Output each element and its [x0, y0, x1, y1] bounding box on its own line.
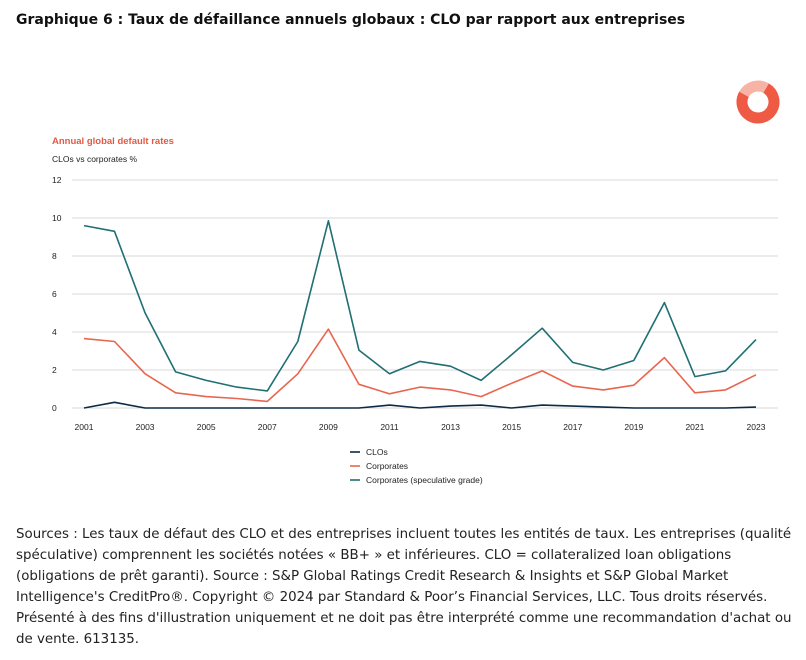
- legend-label: CLOs: [366, 447, 388, 457]
- y-tick-label: 6: [52, 289, 57, 299]
- x-tick-label: 2005: [197, 422, 216, 432]
- x-tick-label: 2001: [75, 422, 94, 432]
- legend-label: Corporates (speculative grade): [366, 475, 483, 485]
- y-axis-label: CLOs vs corporates %: [52, 154, 137, 164]
- y-tick-label: 4: [52, 327, 57, 337]
- page-title: Graphique 6 : Taux de défaillance annuel…: [16, 12, 686, 28]
- gridlines: [72, 179, 778, 409]
- x-tick-label: 2003: [136, 422, 155, 432]
- series-line-clos: [83, 401, 757, 409]
- source-footnote: Sources : Les taux de défaut des CLO et …: [16, 527, 792, 647]
- y-tick-label: 8: [52, 251, 57, 261]
- y-tick-labels: 12 10 8 6 4 2 0: [52, 175, 62, 413]
- x-tick-labels: 2001 2003 2005 2007 2009 2011 2013 2015 2017 2019…: [75, 422, 766, 432]
- series-lines: [83, 220, 757, 409]
- x-tick-label: 2011: [380, 422, 399, 432]
- x-tick-label: 2019: [624, 422, 643, 432]
- x-tick-label: 2009: [319, 422, 338, 432]
- series-line-corporates-speculative: [83, 220, 757, 392]
- line-chart: Annual global default rates CLOs vs corp…: [52, 80, 780, 485]
- x-tick-label: 2013: [441, 422, 460, 432]
- chart-title: Annual global default rates: [52, 136, 174, 147]
- x-tick-label: 2021: [685, 422, 704, 432]
- y-tick-label: 2: [52, 365, 57, 375]
- legend: CLOs Corporates Corporates (speculative gr…: [350, 447, 483, 485]
- sp-ring-logo-icon: [736, 80, 780, 124]
- x-tick-label: 2007: [258, 422, 277, 432]
- x-tick-label: 2023: [747, 422, 766, 432]
- y-tick-label: 10: [52, 213, 62, 223]
- legend-label: Corporates: [366, 461, 408, 471]
- chart-area: Annual global default rates CLOs vs corp…: [0, 70, 806, 500]
- x-tick-label: 2017: [563, 422, 582, 432]
- y-tick-label: 12: [52, 175, 62, 185]
- series-line-corporates: [83, 328, 757, 403]
- y-tick-label: 0: [52, 403, 57, 413]
- x-tick-label: 2015: [502, 422, 521, 432]
